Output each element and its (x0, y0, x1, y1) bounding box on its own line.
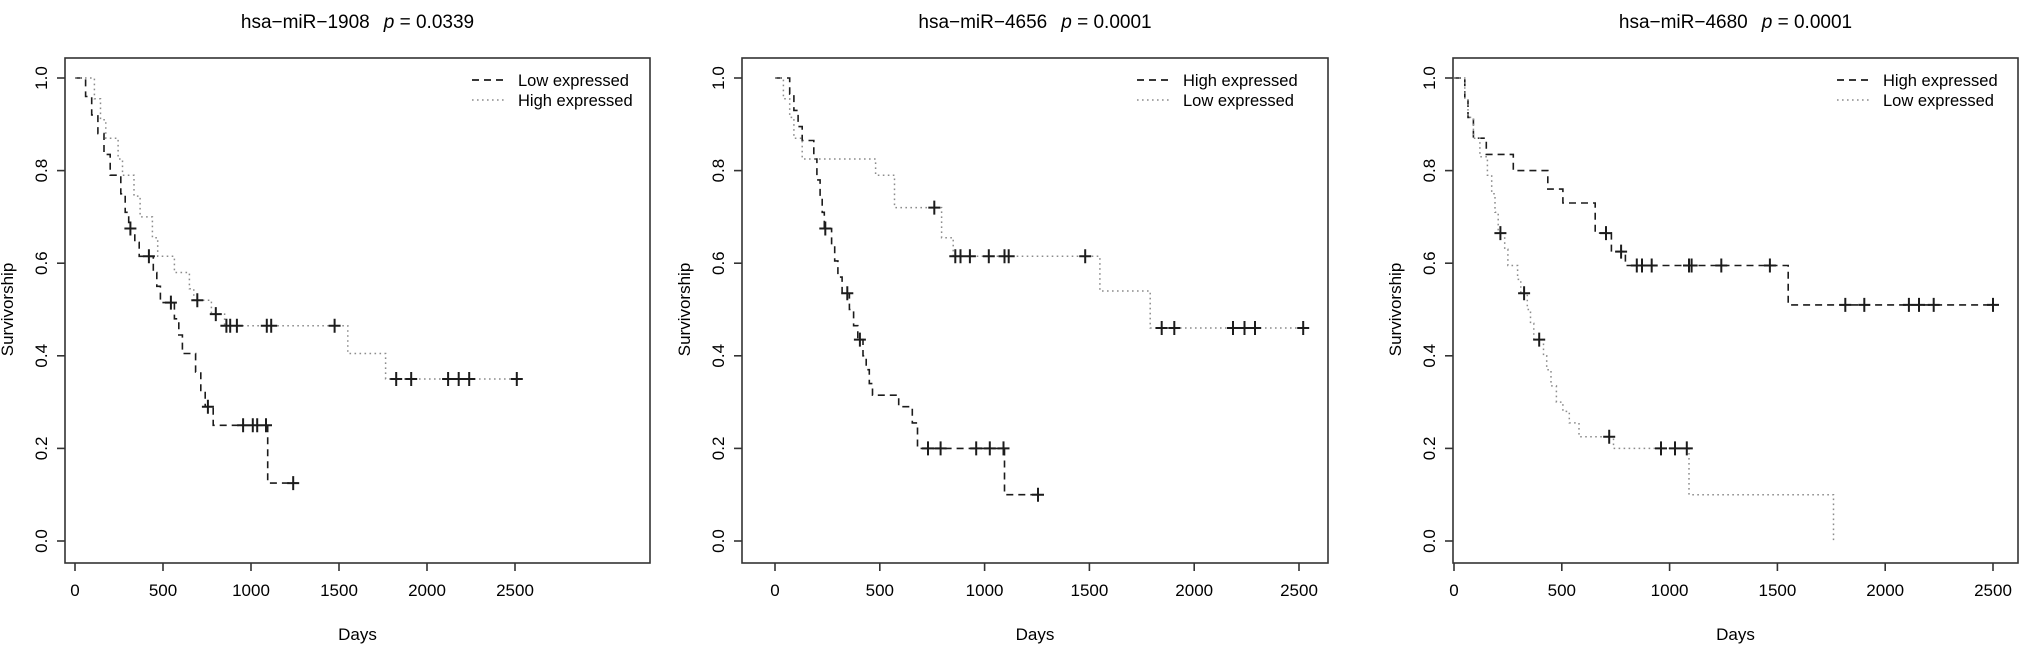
chart-title: hsa−miR−4656 p = 0.0001 (918, 12, 1151, 33)
y-tick-label: 0.6 (1420, 251, 1439, 275)
censor-marks-low-expressed (928, 200, 1310, 335)
censor-marks-high-expressed (819, 221, 1044, 502)
legend-label: High expressed (1183, 72, 1298, 90)
series-curve-low-expressed (775, 77, 1306, 329)
x-axis-label: Days (1016, 625, 1055, 644)
series-curve-high-expressed (1454, 77, 1998, 306)
y-tick-label: 0.4 (32, 344, 51, 368)
x-tick-label: 1500 (1070, 581, 1108, 600)
series-curve-high-expressed (775, 77, 1042, 496)
series-curve-low-expressed (1454, 77, 1835, 541)
x-axis-label: Days (1716, 625, 1755, 644)
y-tick-label: 0.2 (1420, 437, 1439, 461)
x-tick-label: 2500 (496, 581, 534, 600)
x-tick-label: 1500 (320, 581, 358, 600)
x-tick-label: 1500 (1758, 581, 1796, 600)
x-tick-label: 0 (770, 581, 779, 600)
legend-label: Low expressed (1183, 92, 1294, 110)
censor-marks-low-expressed (124, 221, 300, 491)
y-axis-label: Survivorship (677, 263, 694, 357)
x-tick-label: 2000 (408, 581, 446, 600)
y-tick-label: 1.0 (32, 66, 51, 90)
y-tick-label: 0.4 (709, 344, 728, 368)
x-axis-label: Days (338, 625, 377, 644)
x-tick-label: 500 (1548, 581, 1576, 600)
x-tick-label: 0 (70, 581, 79, 600)
censor-marks-high-expressed (191, 293, 523, 386)
y-axis-label: Survivorship (1386, 263, 1405, 357)
y-tick-label: 0.6 (709, 251, 728, 275)
km-panel-1: hsa−miR−1908 p = 0.0339 0 500 1000 1500 2000 25… (0, 0, 677, 654)
series-curve-high-expressed (75, 77, 521, 380)
km-plot-hsa-miR-4656: hsa−miR−4656 p = 0.0001 0 500 1000 1500 2000 25… (677, 12, 1329, 644)
y-tick-label: 0.6 (32, 251, 51, 275)
y-tick-label: 0.8 (709, 159, 728, 183)
x-tick-label: 500 (149, 581, 177, 600)
y-axis-label: Survivorship (0, 263, 17, 357)
y-tick-label: 0.0 (709, 529, 728, 553)
km-panel-2: hsa−miR−4656 p = 0.0001 0 500 1000 1500 2000 25… (677, 0, 1354, 654)
censor-marks-high-expressed (1600, 226, 1999, 312)
legend-label: High expressed (518, 92, 633, 110)
y-tick-label: 0.8 (32, 159, 51, 183)
chart-title: hsa−miR−4680 p = 0.0001 (1619, 12, 1852, 33)
km-plot-hsa-miR-4680: hsa−miR−4680 p = 0.0001 0 500 1000 1500 2000 25… (1386, 12, 2019, 644)
plot-box (741, 57, 1329, 564)
y-tick-label: 1.0 (1420, 66, 1439, 90)
x-tick-label: 500 (866, 581, 894, 600)
y-tick-label: 0.8 (1420, 159, 1439, 183)
plot-box (64, 57, 651, 564)
series-curve-low-expressed (75, 77, 298, 484)
x-tick-label: 2500 (1280, 581, 1318, 600)
censor-marks-low-expressed (1494, 226, 1693, 456)
km-panel-3: hsa−miR−4680 p = 0.0001 0 500 1000 1500 2000 25… (1354, 0, 2031, 654)
y-tick-label: 1.0 (709, 66, 728, 90)
legend-label: Low expressed (518, 72, 629, 90)
y-tick-label: 0.0 (32, 529, 51, 553)
x-tick-label: 2000 (1866, 581, 1904, 600)
x-tick-label: 1000 (232, 581, 270, 600)
chart-title: hsa−miR−1908 p = 0.0339 (241, 12, 474, 33)
y-tick-label: 0.0 (1420, 529, 1439, 553)
plot-box (1452, 57, 2019, 564)
km-plot-hsa-miR-1908: hsa−miR−1908 p = 0.0339 0 500 1000 1500 2000 25… (0, 12, 651, 644)
y-tick-label: 0.2 (709, 437, 728, 461)
x-tick-label: 2000 (1175, 581, 1213, 600)
x-tick-label: 1000 (966, 581, 1004, 600)
x-tick-label: 2500 (1974, 581, 2012, 600)
y-tick-label: 0.4 (1420, 344, 1439, 368)
legend-label: Low expressed (1883, 92, 1994, 110)
x-tick-label: 0 (1449, 581, 1458, 600)
legend-label: High expressed (1883, 72, 1998, 90)
x-tick-label: 1000 (1651, 581, 1689, 600)
y-tick-label: 0.2 (32, 437, 51, 461)
